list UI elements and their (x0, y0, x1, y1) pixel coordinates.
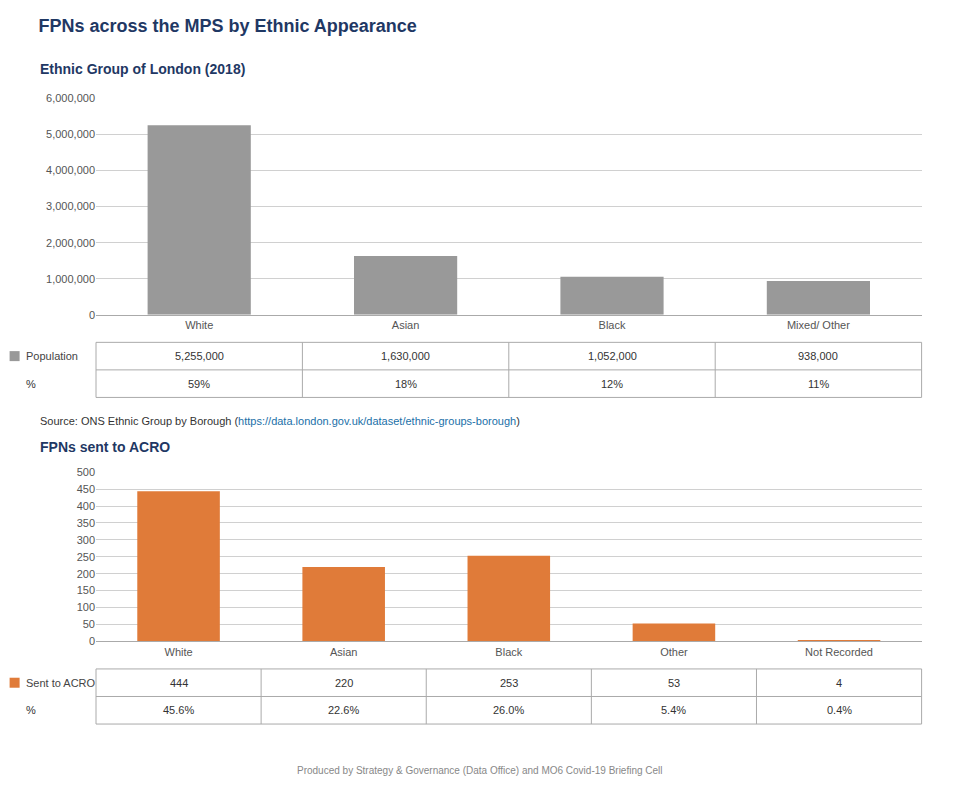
svg-text:4,000,000: 4,000,000 (46, 164, 95, 176)
svg-text:Mixed/ Other: Mixed/ Other (787, 319, 850, 331)
svg-text:400: 400 (77, 500, 95, 512)
svg-text:26.0%: 26.0% (493, 704, 524, 716)
svg-text:FPNs across the MPS by Ethnic: FPNs across the MPS by Ethnic Appearance (38, 16, 416, 36)
svg-text:Asian: Asian (330, 646, 358, 658)
svg-text:Black: Black (599, 319, 626, 331)
svg-text:Not Recorded: Not Recorded (805, 646, 873, 658)
svg-text:3,000,000: 3,000,000 (46, 200, 95, 212)
svg-text:1,000,000: 1,000,000 (46, 273, 95, 285)
svg-text:100: 100 (77, 601, 95, 613)
svg-text:Population: Population (26, 350, 78, 362)
svg-text:1,052,000: 1,052,000 (588, 350, 637, 362)
svg-text:500: 500 (77, 466, 95, 478)
svg-text:%: % (26, 704, 36, 716)
svg-text:1,630,000: 1,630,000 (381, 350, 430, 362)
svg-text:220: 220 (335, 677, 353, 689)
svg-text:12%: 12% (601, 378, 623, 390)
svg-text:300: 300 (77, 534, 95, 546)
svg-text:45.6%: 45.6% (163, 704, 194, 716)
svg-text:6,000,000: 6,000,000 (46, 92, 95, 104)
svg-text:White: White (185, 319, 213, 331)
svg-text:150: 150 (77, 584, 95, 596)
svg-text:253: 253 (500, 677, 518, 689)
svg-text:0: 0 (89, 309, 95, 321)
svg-text:White: White (164, 646, 192, 658)
svg-text:444: 444 (170, 677, 188, 689)
svg-text:938,000: 938,000 (798, 350, 838, 362)
svg-text:Sent to ACRO: Sent to ACRO (26, 677, 96, 689)
svg-text:22.6%: 22.6% (328, 704, 359, 716)
svg-text:Other: Other (660, 646, 688, 658)
svg-text:Source: ONS Ethnic Group by Bo: Source: ONS Ethnic Group by Borough (htt… (40, 415, 520, 427)
svg-text:2,000,000: 2,000,000 (46, 237, 95, 249)
svg-text:4: 4 (836, 677, 842, 689)
svg-text:Asian: Asian (392, 319, 420, 331)
svg-text:11%: 11% (808, 378, 829, 390)
svg-text:350: 350 (77, 517, 95, 529)
svg-text:200: 200 (77, 568, 95, 580)
svg-text:FPNs sent to ACRO: FPNs sent to ACRO (40, 439, 170, 455)
svg-text:59%: 59% (188, 378, 210, 390)
svg-text:53: 53 (668, 677, 680, 689)
svg-text:%: % (26, 378, 36, 390)
svg-text:450: 450 (77, 483, 95, 495)
svg-text:Black: Black (495, 646, 522, 658)
svg-text:0.4%: 0.4% (827, 704, 852, 716)
svg-text:5,000,000: 5,000,000 (46, 128, 95, 140)
svg-text:Ethnic Group of London (2018): Ethnic Group of London (2018) (40, 61, 245, 77)
svg-text:250: 250 (77, 551, 95, 563)
svg-text:5,255,000: 5,255,000 (175, 350, 224, 362)
svg-text:50: 50 (83, 618, 95, 630)
svg-text:5.4%: 5.4% (661, 704, 686, 716)
svg-text:0: 0 (89, 635, 95, 647)
svg-text:Produced by Strategy & Governa: Produced by Strategy & Governance (Data … (297, 765, 663, 776)
svg-text:18%: 18% (395, 378, 417, 390)
